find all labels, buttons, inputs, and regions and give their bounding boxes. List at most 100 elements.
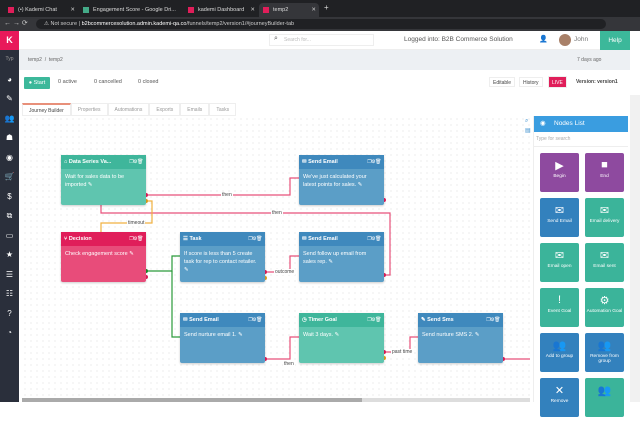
closed-count: 0 closed bbox=[138, 79, 159, 85]
dashboard-icon[interactable]: ◕ bbox=[7, 74, 12, 84]
browser-tab-active[interactable]: temp2 ✕ bbox=[259, 3, 319, 17]
node-timer-goal[interactable]: ◷ Timer Goal ❐⚙🗑 Wait 3 days. ✎ bbox=[299, 313, 384, 363]
browser-tab-bar: (•) Kademi Chat ✕ Engagement Score - Goog… bbox=[0, 0, 640, 17]
history-button[interactable]: History bbox=[519, 77, 543, 87]
users-icon: 👥 bbox=[597, 340, 612, 352]
sidebar-search[interactable]: Typ bbox=[5, 56, 14, 62]
envelope-icon: ✉ bbox=[554, 205, 565, 217]
node-send-email[interactable]: ✉ Send Email ❐⚙🗑 Send follow up email from… bbox=[299, 232, 384, 282]
close-icon[interactable]: ✕ bbox=[250, 7, 255, 13]
node-actions-icons[interactable]: ❐⚙🗑 bbox=[129, 159, 143, 165]
help-icon[interactable]: ? bbox=[7, 308, 12, 318]
play-circle-icon: ▶ bbox=[555, 160, 564, 172]
browser-tab[interactable]: Engagement Score - Google Dri... bbox=[79, 3, 183, 17]
nodes-panel: ◉ Nodes List Type for search ▶ Begin ■ End … bbox=[533, 116, 628, 417]
node-actions-icons[interactable]: ❐⚙🗑 bbox=[367, 236, 381, 242]
node-tile-remove-from-group[interactable]: 👥 Remove from group bbox=[585, 333, 624, 372]
node-tile-email-sent[interactable]: ✉ Email sent bbox=[585, 243, 624, 282]
add-user-icon[interactable]: 👤 bbox=[539, 36, 548, 43]
live-badge[interactable]: LIVE bbox=[548, 76, 567, 88]
list-icon[interactable]: ☰ bbox=[5, 269, 14, 279]
node-actions-icons[interactable]: ❐⚙🗑 bbox=[367, 159, 381, 165]
envelope-icon: ✉ bbox=[599, 250, 610, 262]
tab-properties[interactable]: Properties bbox=[70, 103, 108, 115]
tab-journey-builder[interactable]: Journey Builder bbox=[22, 103, 71, 115]
close-icon[interactable]: ✕ bbox=[70, 7, 75, 13]
breadcrumb-item[interactable]: temp2 bbox=[28, 57, 42, 63]
tab-automations[interactable]: Automations bbox=[107, 103, 150, 115]
kademi-logo: K bbox=[0, 31, 19, 50]
wire-label: timeout bbox=[127, 220, 146, 226]
node-actions-icons[interactable]: ❐⚙🗑 bbox=[129, 236, 143, 242]
node-send-email[interactable]: ✉ Send Email ❐⚙🗑 We've just calculated you… bbox=[299, 155, 384, 205]
browser-tab[interactable]: kademi Dashboard ✕ bbox=[184, 3, 258, 17]
sitemap-icon[interactable]: ⧉ bbox=[6, 211, 13, 220]
node-tile-group[interactable]: 👥 bbox=[585, 378, 624, 417]
dollar-icon[interactable]: $ bbox=[7, 191, 12, 201]
tab-emails[interactable]: Emails bbox=[180, 103, 210, 115]
node-decision[interactable]: ⑂ Decision ❐⚙🗑 Check engagement score ✎ bbox=[61, 232, 146, 282]
nav-icons[interactable]: ← → ⟳ bbox=[4, 20, 28, 27]
node-actions-icons[interactable]: ❐⚙🗑 bbox=[486, 317, 500, 323]
start-button[interactable]: ● Start bbox=[24, 77, 50, 89]
calendar-icon[interactable]: ▤ bbox=[525, 128, 531, 134]
node-tile-send-email[interactable]: ✉ Send Email bbox=[540, 198, 579, 237]
node-actions-icons[interactable]: ❐⚙🗑 bbox=[367, 317, 381, 323]
drive-icon bbox=[83, 7, 89, 13]
url-field[interactable]: ⚠ Not secure | b2bcommercesolution.admin… bbox=[36, 19, 606, 29]
node-task[interactable]: ☰ Task ❐⚙🗑 If score is less than 5 create … bbox=[180, 232, 265, 282]
version-select[interactable]: Version: version1 bbox=[576, 79, 618, 85]
chart-icon[interactable]: ◔ bbox=[7, 328, 12, 337]
wire-label: past time bbox=[391, 349, 414, 355]
monitor-icon[interactable]: ▭ bbox=[5, 230, 14, 240]
node-tile-email-delivery[interactable]: ✉ Email delivery bbox=[585, 198, 624, 237]
cart-icon[interactable]: 🛒 bbox=[4, 172, 15, 181]
node-actions-icons[interactable]: ❐⚙🗑 bbox=[248, 236, 262, 242]
new-tab-button[interactable]: + bbox=[324, 3, 329, 12]
browser-tab[interactable]: (•) Kademi Chat ✕ bbox=[4, 3, 78, 17]
user-menu[interactable]: John bbox=[574, 36, 589, 43]
users-icon: 👥 bbox=[597, 385, 612, 397]
database-icon[interactable]: ☷ bbox=[5, 289, 14, 298]
node-data-series[interactable]: ⌂ Data Series Va... ❐⚙🗑 Wait for sales dat… bbox=[61, 155, 146, 205]
tab-exports[interactable]: Exports bbox=[149, 103, 181, 115]
breadcrumb-item[interactable]: temp2 bbox=[48, 57, 63, 63]
stop-circle-icon: ■ bbox=[601, 159, 608, 171]
node-tile-remove[interactable]: ✕ Remove bbox=[540, 378, 579, 417]
tab-tasks[interactable]: Tasks bbox=[209, 103, 237, 115]
breadcrumb: temp2 / temp2 7 days ago bbox=[19, 50, 630, 70]
favicon-icon bbox=[188, 7, 194, 13]
edit-icon[interactable]: ✎ bbox=[6, 94, 13, 103]
node-send-sms[interactable]: ✎ Send Sms ❐⚙🗑 Send nurture SMS 2. ✎ bbox=[418, 313, 503, 363]
node-actions-icons[interactable]: ❐⚙🗑 bbox=[248, 317, 262, 323]
cancelled-count: 0 cancelled bbox=[94, 79, 122, 85]
groups-icon[interactable]: ☗ bbox=[5, 133, 14, 142]
avatar[interactable] bbox=[559, 34, 571, 46]
help-button[interactable]: Help bbox=[600, 31, 630, 50]
vertical-scrollbar[interactable] bbox=[630, 95, 640, 402]
app-header: ⌕ Search for... Logged into: B2B Commerc… bbox=[19, 31, 630, 50]
users-icon[interactable]: 👥 bbox=[4, 113, 15, 123]
node-tile-event-goal[interactable]: ! Event Goal bbox=[540, 288, 579, 327]
users-icon: 👥 bbox=[552, 340, 567, 352]
zoom-icon[interactable]: ⌕ bbox=[525, 118, 529, 124]
close-icon[interactable]: ✕ bbox=[311, 7, 316, 13]
search-input[interactable]: Search for... bbox=[269, 34, 374, 46]
node-tile-email-open[interactable]: ✉ Email open bbox=[540, 243, 579, 282]
node-tile-automation-goal[interactable]: ⚙ Automation Goal bbox=[585, 288, 624, 327]
node-tile-add-to-group[interactable]: 👥 Add to group bbox=[540, 333, 579, 372]
wire-label: then bbox=[283, 361, 295, 367]
account-switcher[interactable]: Logged into: B2B Commerce Solution bbox=[404, 36, 513, 43]
wire-label: then bbox=[271, 210, 283, 216]
time-filter[interactable]: 7 days ago bbox=[577, 57, 602, 63]
node-tile-end[interactable]: ■ End bbox=[585, 153, 624, 192]
sidebar: K Typ ◕ ✎ 👥 ☗ ◉ 🛒 $ ⧉ ▭ ★ ☰ ☷ ? ◔ bbox=[0, 31, 19, 402]
horizontal-scrollbar-thumb[interactable] bbox=[22, 398, 362, 402]
nodes-search-input[interactable]: Type for search bbox=[534, 132, 628, 147]
envelope-check-icon: ✉ bbox=[599, 205, 610, 217]
rss-icon[interactable]: ◉ bbox=[6, 152, 13, 162]
node-tile-begin[interactable]: ▶ Begin bbox=[540, 153, 579, 192]
editable-button[interactable]: Editable bbox=[489, 77, 516, 87]
star-icon[interactable]: ★ bbox=[5, 250, 14, 259]
node-send-email[interactable]: ✉ Send Email ❐⚙🗑 Send nurture email 1. ✎ bbox=[180, 313, 265, 363]
